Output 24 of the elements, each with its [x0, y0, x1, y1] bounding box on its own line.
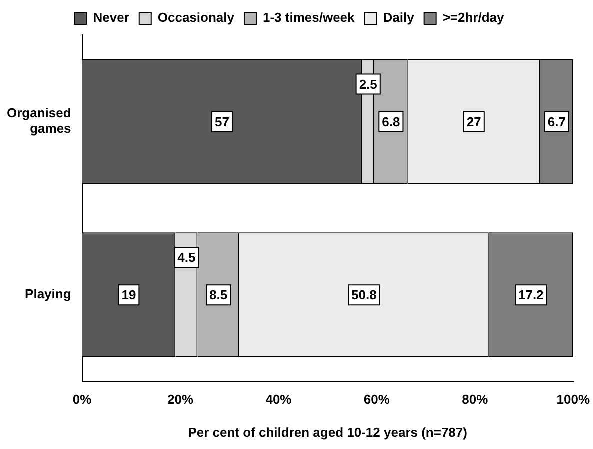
data-label: 6.7	[548, 114, 566, 130]
legend-label: Daily	[383, 10, 416, 26]
y-tick-label: Organised games	[7, 105, 72, 136]
legend-label: Never	[93, 10, 130, 26]
data-label: 27	[466, 114, 482, 130]
legend-label: 1-3 times/week	[262, 10, 356, 26]
data-label: 2.5	[359, 76, 378, 92]
data-label: 4.5	[178, 250, 196, 266]
x-tick-label: 80%	[462, 392, 489, 408]
data-label: 50.8	[352, 288, 377, 303]
x-tick-label: 0%	[72, 392, 92, 408]
data-label: 17.2	[518, 288, 544, 303]
legend-label: >=2hr/day	[442, 10, 506, 26]
legend-label: Occasionaly	[158, 10, 236, 26]
data-label: 19	[122, 288, 136, 303]
x-tick-label: 60%	[364, 392, 390, 408]
data-label: 6.8	[382, 114, 400, 130]
x-tick-label: 40%	[266, 392, 292, 408]
data-label: 57	[215, 114, 230, 130]
x-axis-title: Per cent of children aged 10-12 years (n=787)	[188, 424, 468, 440]
y-tick-label: Playing	[25, 286, 72, 302]
data-label: 8.5	[210, 288, 228, 303]
x-tick-label: 100%	[556, 392, 590, 408]
x-tick-label: 20%	[167, 392, 194, 408]
